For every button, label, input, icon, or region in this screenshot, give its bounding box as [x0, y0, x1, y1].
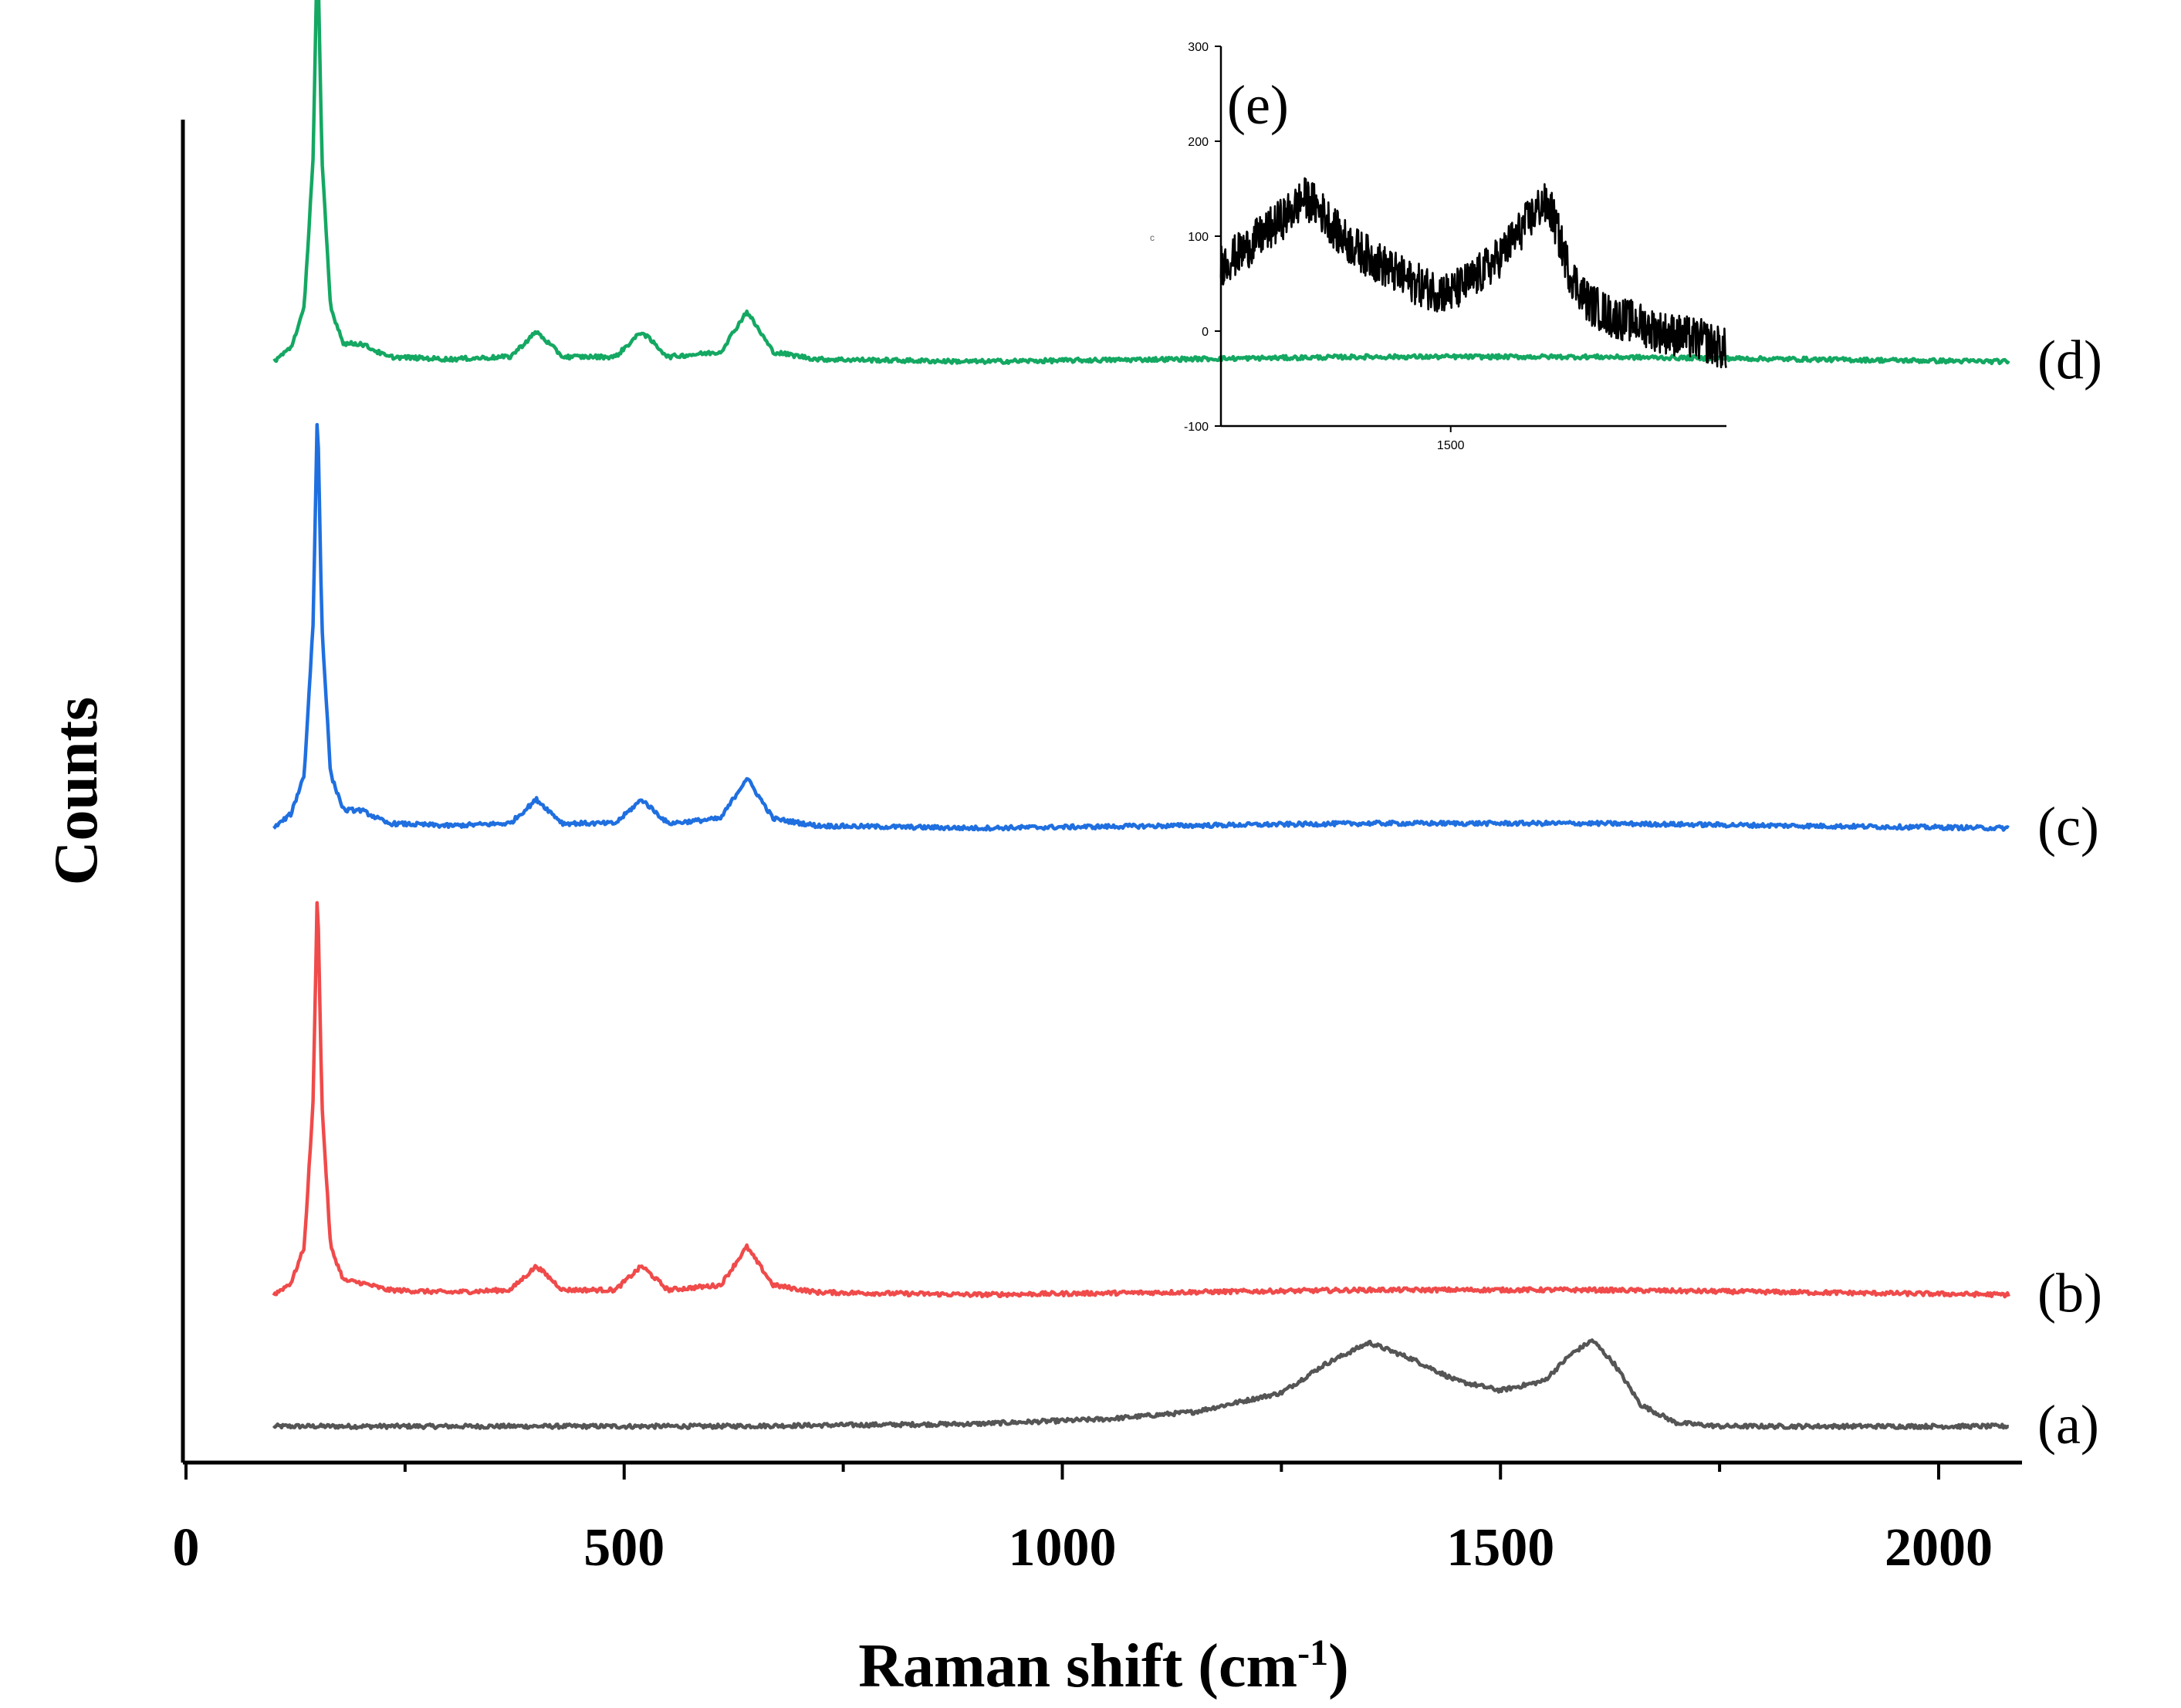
inset-y-tick-label: 200 — [1188, 136, 1209, 149]
x-axis-title-close: ) — [1328, 1632, 1349, 1700]
inset-y-tick-label: 0 — [1202, 326, 1209, 339]
series-label-d: (d) — [2037, 330, 2102, 391]
inset-series-line — [1219, 177, 1727, 369]
inset-y-tick-label: 100 — [1188, 231, 1209, 244]
x-ticks — [184, 1463, 1940, 1480]
x-tick-label: 2000 — [1885, 1518, 1993, 1578]
series-labels: (a) (b) (c) (d) — [2037, 330, 2102, 1456]
x-tick-labels: 0 500 1000 1500 2000 — [173, 1518, 1993, 1578]
series-line-c — [272, 423, 2010, 832]
inset-label: (e) — [1227, 74, 1289, 136]
series-label-c: (c) — [2037, 796, 2099, 857]
x-tick-label: 0 — [173, 1518, 200, 1578]
inset-x-tick-label: 1500 — [1437, 439, 1465, 452]
series-layer — [272, 0, 2010, 1430]
inset-y-tick-label: -100 — [1184, 421, 1209, 434]
series-line-b — [272, 901, 2010, 1299]
inset-y-axis-title: c — [1150, 232, 1155, 243]
inset-ticks: -100 0 100 200 300 1500 — [1184, 41, 1465, 452]
main-axes: 0 500 1000 1500 2000 — [173, 120, 2022, 1578]
inset-chart: -100 0 100 200 300 1500 (e) c — [1150, 41, 1727, 452]
series-label-a: (a) — [2037, 1394, 2099, 1456]
x-tick-label: 1000 — [1009, 1518, 1117, 1578]
x-axis-title: Raman shift (cm-1) — [858, 1632, 1348, 1700]
series-line-d — [272, 0, 2010, 366]
x-axis-title-sup: -1 — [1297, 1632, 1328, 1673]
inset-y-tick-label: 300 — [1188, 41, 1209, 54]
x-tick-label: 500 — [583, 1518, 664, 1578]
x-axis-title-main: Raman shift (cm — [858, 1632, 1297, 1700]
x-tick-label: 1500 — [1446, 1518, 1554, 1578]
series-line-a — [272, 1338, 2010, 1430]
y-axis-title: Counts — [42, 697, 110, 886]
inset-series — [1219, 177, 1727, 369]
series-label-b: (b) — [2037, 1263, 2102, 1324]
